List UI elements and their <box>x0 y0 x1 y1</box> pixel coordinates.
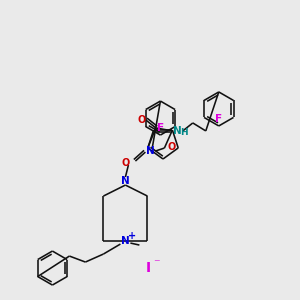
Text: H: H <box>180 128 188 137</box>
Text: +: + <box>128 231 136 241</box>
Text: N: N <box>146 146 155 156</box>
Text: N: N <box>121 176 130 186</box>
Text: O: O <box>121 158 130 168</box>
Text: N: N <box>121 236 130 246</box>
Text: F: F <box>215 114 222 124</box>
Text: O: O <box>138 115 146 125</box>
Text: O: O <box>167 142 175 152</box>
Text: ⁻: ⁻ <box>153 257 159 271</box>
Text: F: F <box>157 123 164 133</box>
Text: N: N <box>173 126 182 136</box>
Text: I: I <box>146 261 151 275</box>
